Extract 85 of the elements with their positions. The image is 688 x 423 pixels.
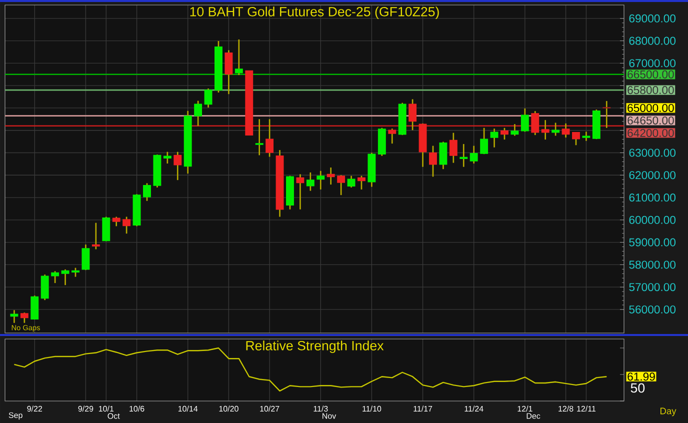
x-tick-label: 12/11 xyxy=(577,406,596,412)
candlestick xyxy=(102,216,110,242)
text: Sep xyxy=(8,412,22,420)
candlestick xyxy=(460,143,468,168)
y-tick-label: 56000.00 xyxy=(629,305,676,314)
text: Oct xyxy=(108,413,120,419)
candlestick xyxy=(316,170,325,190)
candlestick xyxy=(531,110,540,136)
chart-title: Relative Strength Index xyxy=(246,340,384,354)
text: Day xyxy=(660,408,676,416)
candlestick xyxy=(326,166,335,186)
x-tick-label: 10/14 xyxy=(178,406,198,412)
y-tick-label: 67000.00 xyxy=(629,59,676,68)
candlestick xyxy=(408,98,417,131)
x-tick-label: 11/17 xyxy=(414,406,432,412)
candlestick xyxy=(439,141,448,170)
x-tick-label: 10/1 xyxy=(98,406,114,412)
candlestick xyxy=(520,108,529,132)
x-tick-label: 10/20 xyxy=(219,406,238,412)
candlestick xyxy=(234,38,243,76)
candlestick xyxy=(61,268,70,286)
y-tick-label: 58000.00 xyxy=(629,260,676,269)
candlestick xyxy=(388,128,396,144)
text: 65000.00 xyxy=(628,104,674,112)
candlestick xyxy=(204,88,212,108)
candlestick xyxy=(470,145,478,164)
candlestick xyxy=(562,122,570,138)
candlestick xyxy=(112,216,120,227)
candlestick xyxy=(82,244,90,271)
x-tick-label: 9/22 xyxy=(27,406,42,412)
candlestick xyxy=(224,50,233,95)
x-tick-label: 12/1 xyxy=(518,406,532,412)
candlestick xyxy=(296,174,304,210)
candlestick xyxy=(552,122,560,136)
ref-line-label: 66500.00 xyxy=(628,70,674,78)
candlestick xyxy=(429,145,437,178)
candlestick xyxy=(143,182,151,202)
y-tick-label: 68000.00 xyxy=(629,36,676,45)
candlestick xyxy=(337,174,346,196)
candlestick xyxy=(510,123,519,136)
candlestick xyxy=(266,118,274,158)
x-tick-label: 10/27 xyxy=(260,406,280,412)
x-tick-label: 11/3 xyxy=(314,406,328,412)
candlestick xyxy=(602,100,611,129)
candlestick xyxy=(163,151,172,164)
candlestick xyxy=(500,127,508,140)
ref-line-label: 65800.00 xyxy=(628,86,674,94)
text: Nov xyxy=(322,413,336,419)
candlestick xyxy=(449,132,458,164)
candlestick xyxy=(490,128,498,148)
candlestick xyxy=(194,100,202,127)
ref-line-label: 64650.00 xyxy=(628,116,674,124)
x-tick-label: 11/24 xyxy=(464,406,484,412)
y-tick-label: 63000.00 xyxy=(629,148,676,157)
text: 50 xyxy=(630,383,645,393)
candlestick xyxy=(10,309,18,324)
candlestick xyxy=(255,118,264,156)
candlestick xyxy=(582,131,590,142)
candlestick xyxy=(92,222,100,250)
candlestick xyxy=(20,312,28,324)
candlestick xyxy=(122,216,131,234)
y-tick-label: 59000.00 xyxy=(629,238,676,246)
candlestick xyxy=(51,270,60,284)
candlestick xyxy=(347,175,356,188)
x-tick-label: 10/6 xyxy=(130,406,144,412)
y-tick-label: 69000.00 xyxy=(629,14,676,22)
text: Dec xyxy=(526,413,540,419)
ref-line-label: 64200.00 xyxy=(628,128,674,137)
text: 61.99 xyxy=(628,372,655,381)
x-tick-label: 9/29 xyxy=(78,406,94,412)
candlestick xyxy=(541,119,550,140)
x-tick-label: 11/10 xyxy=(362,406,382,412)
chart-title: 10 BAHT Gold Futures Dec-25 (GF10Z25) xyxy=(190,6,439,20)
x-tick-label: 12/8 xyxy=(558,406,574,412)
candlestick xyxy=(480,127,488,155)
candlestick xyxy=(358,175,366,190)
y-tick-label: 57000.00 xyxy=(629,283,676,292)
candlestick xyxy=(40,274,49,301)
candlestick xyxy=(30,294,39,320)
y-tick-label: 62000.00 xyxy=(629,171,676,180)
y-tick-label: 60000.00 xyxy=(629,216,676,224)
y-tick-label: 61000.00 xyxy=(629,194,676,202)
candlestick xyxy=(174,151,182,181)
candlestick xyxy=(572,132,580,146)
candlestick xyxy=(306,172,314,192)
